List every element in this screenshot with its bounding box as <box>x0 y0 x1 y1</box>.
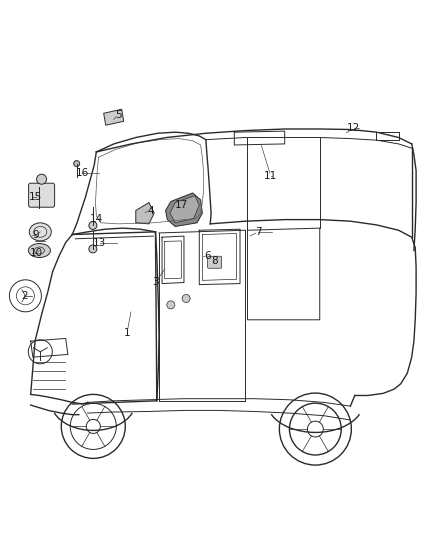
Polygon shape <box>170 196 199 223</box>
Text: 8: 8 <box>211 256 218 266</box>
Text: 5: 5 <box>115 110 122 119</box>
Text: 2: 2 <box>21 291 28 301</box>
Text: 15: 15 <box>29 192 42 202</box>
Text: 10: 10 <box>29 248 42 258</box>
Circle shape <box>89 245 97 253</box>
Circle shape <box>37 174 46 184</box>
Text: 9: 9 <box>32 230 39 239</box>
Text: 11: 11 <box>264 171 277 181</box>
Text: 16: 16 <box>76 168 89 178</box>
Circle shape <box>167 301 175 309</box>
Ellipse shape <box>28 244 50 257</box>
Circle shape <box>182 294 190 303</box>
Text: 4: 4 <box>148 206 155 215</box>
Text: 12: 12 <box>347 123 360 133</box>
Ellipse shape <box>29 223 51 241</box>
Text: 13: 13 <box>93 238 106 247</box>
Text: 6: 6 <box>205 251 212 261</box>
Text: 17: 17 <box>175 200 188 210</box>
Text: 1: 1 <box>124 328 131 338</box>
Text: 3: 3 <box>152 278 159 287</box>
FancyBboxPatch shape <box>28 183 55 207</box>
Polygon shape <box>104 109 124 125</box>
Text: 7: 7 <box>255 227 262 237</box>
Polygon shape <box>136 203 154 224</box>
Text: 14: 14 <box>90 214 103 223</box>
Circle shape <box>89 222 97 230</box>
Polygon shape <box>166 193 202 227</box>
FancyBboxPatch shape <box>208 256 222 268</box>
Circle shape <box>74 160 80 167</box>
